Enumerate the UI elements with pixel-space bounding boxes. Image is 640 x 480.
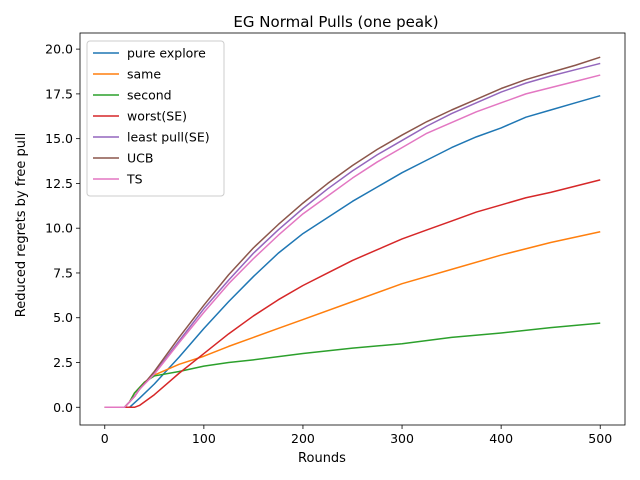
y-tick-label: 10.0 xyxy=(45,221,73,236)
series-line-3 xyxy=(104,179,601,409)
x-tick-label: 100 xyxy=(192,431,216,446)
y-tick-label: 17.5 xyxy=(45,86,73,101)
legend-label-1: same xyxy=(127,67,161,82)
legend-label-3: worst(SE) xyxy=(127,109,187,124)
plot-frame xyxy=(79,32,626,426)
x-tick-label: 0 xyxy=(101,431,109,446)
plot-area: 0 100 200 300 400 500 0.0 2.5 5.0 7.5 10.0 12.5 15.0… xyxy=(45,32,626,446)
x-tick-label: 400 xyxy=(489,431,513,446)
legend-box xyxy=(86,40,225,197)
y-tick-label: 12.5 xyxy=(45,176,73,191)
legend: pure explore same second worst(SE) least pul… xyxy=(86,40,225,197)
legend-label-5: UCB xyxy=(127,151,153,166)
series-line-1 xyxy=(104,231,601,409)
x-axis-label: Rounds xyxy=(298,451,346,466)
legend-label-6: TS xyxy=(126,172,143,187)
series-line-6 xyxy=(104,74,601,409)
x-tick-label: 500 xyxy=(588,431,612,446)
y-tick-label: 5.0 xyxy=(53,310,73,325)
y-axis-label: Reduced regrets by free pull xyxy=(14,133,29,317)
y-tick-label: 0.0 xyxy=(53,400,73,415)
y-tick-label: 15.0 xyxy=(45,131,73,146)
y-tick-label: 2.5 xyxy=(53,355,73,370)
series-line-0 xyxy=(104,94,601,409)
legend-label-2: second xyxy=(127,88,172,103)
chart-title: EG Normal Pulls (one peak) xyxy=(233,13,438,31)
y-tick-label: 20.0 xyxy=(45,42,73,57)
y-tick-label: 7.5 xyxy=(53,265,73,280)
legend-label-0: pure explore xyxy=(127,46,206,61)
legend-label-4: least pull(SE) xyxy=(127,130,210,145)
x-tick-label: 200 xyxy=(291,431,315,446)
x-tick-label: 300 xyxy=(390,431,414,446)
series-line-2 xyxy=(104,322,601,409)
